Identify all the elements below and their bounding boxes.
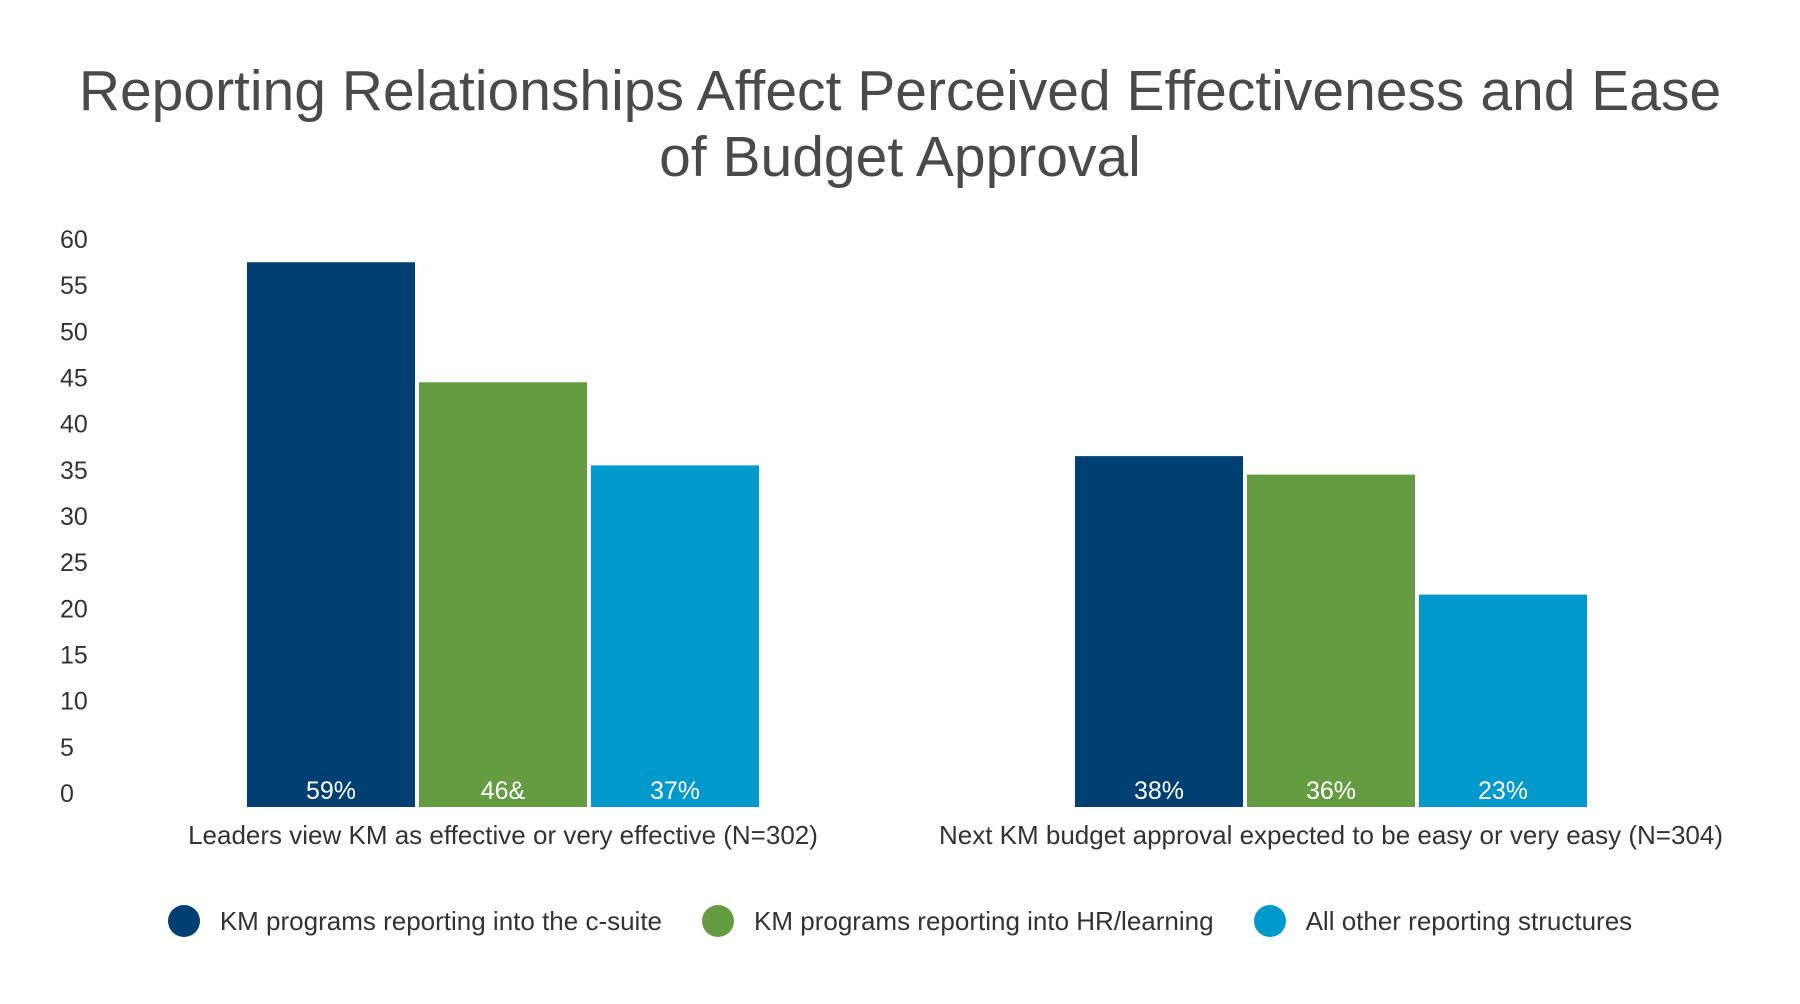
legend-item-other: All other reporting structures xyxy=(1253,905,1633,937)
y-tick-label: 25 xyxy=(60,549,88,577)
y-tick-label: 60 xyxy=(60,226,88,254)
bar-data-label: 38% xyxy=(1134,777,1184,805)
x-category-label: Leaders view KM as effective or very eff… xyxy=(188,820,818,850)
y-tick-label: 0 xyxy=(60,780,74,808)
bar-data-label: 37% xyxy=(650,777,700,805)
bar xyxy=(1247,474,1415,807)
y-tick-label: 5 xyxy=(60,734,74,762)
legend-swatch-hr-learning xyxy=(702,905,735,937)
y-tick-label: 20 xyxy=(60,595,88,623)
x-category-label: Next KM budget approval expected to be e… xyxy=(939,820,1723,850)
y-tick-label: 40 xyxy=(60,411,88,439)
chart-title: Reporting Relationships Affect Perceived… xyxy=(78,59,1722,189)
legend-item-c-suite: KM programs reporting into the c-suite xyxy=(167,905,663,937)
y-tick-label: 45 xyxy=(60,365,88,393)
legend-label-c-suite: KM programs reporting into the c-suite xyxy=(219,905,663,936)
legend-swatch-other xyxy=(1253,905,1286,937)
bar-data-label: 59% xyxy=(306,777,356,805)
bar xyxy=(1075,456,1243,807)
y-tick-label: 10 xyxy=(60,688,88,716)
y-tick-label: 15 xyxy=(60,642,88,670)
y-tick-label: 30 xyxy=(60,503,88,531)
bar-data-label: 46& xyxy=(481,777,526,805)
legend: KM programs reporting into the c-suite K… xyxy=(0,905,1800,937)
legend-swatch-c-suite xyxy=(167,905,200,937)
bar-data-label: 23% xyxy=(1478,777,1528,805)
bar xyxy=(247,262,415,807)
legend-label-other: All other reporting structures xyxy=(1305,905,1633,936)
bar xyxy=(1419,594,1587,807)
bar xyxy=(591,465,759,807)
bar-data-label: 36% xyxy=(1306,777,1356,805)
y-tick-label: 35 xyxy=(60,457,88,485)
y-tick-label: 55 xyxy=(60,272,88,300)
y-tick-label: 50 xyxy=(60,318,88,346)
bar xyxy=(419,382,587,807)
legend-item-hr-learning: KM programs reporting into HR/learning xyxy=(702,905,1214,937)
legend-label-hr-learning: KM programs reporting into HR/learning xyxy=(754,905,1214,936)
